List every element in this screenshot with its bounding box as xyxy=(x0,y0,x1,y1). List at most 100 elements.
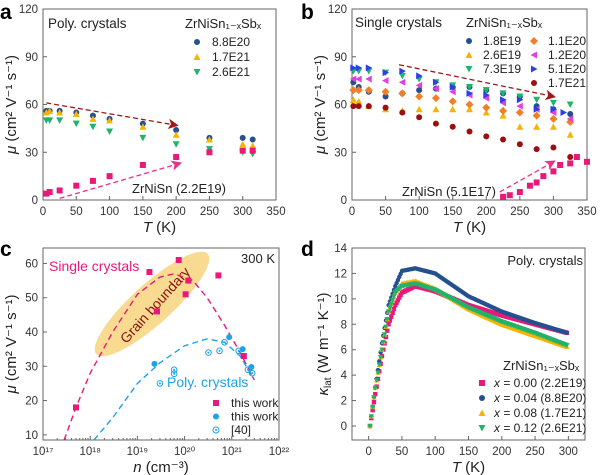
y-tick-label: 0 xyxy=(32,195,38,207)
data-point xyxy=(399,109,406,116)
series-this-work xyxy=(72,257,247,411)
data-point xyxy=(466,89,473,97)
y-axis-subscript: lat xyxy=(323,377,334,388)
data-point xyxy=(500,136,507,143)
data-point xyxy=(540,173,547,180)
x-axis-symbol: T xyxy=(453,219,464,236)
sample-type-label: Poly. crystals xyxy=(507,253,583,268)
x-axis-unit: (K) xyxy=(462,219,486,236)
data-point xyxy=(377,355,384,361)
y-axis-label: μ (cm² V⁻¹ s⁻¹) xyxy=(3,294,20,394)
x-tick-label: 250 xyxy=(510,206,529,218)
data-point xyxy=(249,142,257,149)
legend-marker xyxy=(530,51,537,59)
data-point xyxy=(73,182,80,189)
data-point xyxy=(394,300,399,305)
data-point xyxy=(515,108,524,117)
series-2-6E19 xyxy=(349,96,574,138)
fit-curve-0 xyxy=(63,272,255,441)
legend-value: = 0.08 (1.7E21) xyxy=(500,406,586,420)
data-point xyxy=(72,404,79,411)
legend-label: 7.3E19 xyxy=(483,62,521,76)
data-point xyxy=(381,332,388,338)
data-point xyxy=(449,105,457,113)
data-point xyxy=(205,349,212,356)
data-point xyxy=(432,78,440,86)
data-point xyxy=(549,99,557,107)
data-point xyxy=(532,111,541,120)
data-point xyxy=(448,97,457,106)
legend-marker xyxy=(465,51,473,58)
legend-label: [40] xyxy=(231,423,251,437)
x-tick-label: 300 xyxy=(544,206,563,218)
x-axis-label: T (K) xyxy=(143,219,176,236)
legend-marker xyxy=(478,425,486,432)
data-point xyxy=(533,146,540,153)
data-point xyxy=(549,123,557,130)
data-point xyxy=(156,380,164,387)
legend-label: 2.6E19 xyxy=(483,48,521,62)
data-point xyxy=(373,392,378,397)
data-point xyxy=(516,93,524,101)
data-point xyxy=(516,102,523,110)
data-point xyxy=(516,141,523,148)
legend-marker xyxy=(193,53,201,60)
y-tick-label: 6 xyxy=(341,345,347,357)
legend-label: this work xyxy=(231,410,279,424)
data-point xyxy=(506,192,513,199)
data-point xyxy=(350,64,357,72)
legend-marker xyxy=(478,409,486,416)
single-crystals-label: Single crystals xyxy=(49,258,139,274)
data-point xyxy=(151,360,158,367)
x-tick-label: 300 xyxy=(233,206,252,218)
data-point xyxy=(43,190,50,197)
data-point xyxy=(383,334,389,340)
x-axis-label: n (cm⁻³) xyxy=(133,459,188,475)
data-point xyxy=(382,77,389,85)
data-point xyxy=(139,161,146,168)
x-tick-label: 200 xyxy=(167,206,186,218)
data-point xyxy=(573,154,580,161)
data-point xyxy=(379,347,385,353)
data-point xyxy=(380,339,386,345)
data-point xyxy=(248,363,255,370)
data-point xyxy=(567,154,574,161)
data-point xyxy=(398,78,406,86)
data-point xyxy=(482,94,490,102)
data-point xyxy=(533,123,541,130)
data-point xyxy=(376,362,382,368)
x-axis-symbol: T xyxy=(452,459,463,475)
series-ZrNiSn-5-1E17- xyxy=(500,154,590,200)
data-point xyxy=(153,308,160,315)
data-point-dot xyxy=(237,349,240,352)
y-axis-label: μ (cm² V⁻¹ s⁻¹) xyxy=(3,55,20,155)
series-x-0-12-2-6E21- xyxy=(367,281,570,429)
data-point xyxy=(385,328,390,333)
data-point xyxy=(172,131,180,138)
data-point xyxy=(239,147,246,154)
data-point xyxy=(375,370,381,376)
data-point xyxy=(482,103,491,112)
data-point xyxy=(139,134,147,142)
y-axis-symbol: μ xyxy=(3,385,20,394)
sample-type-label: Poly. crystals xyxy=(48,16,127,31)
x-tick-label: 100 xyxy=(410,206,429,218)
data-point xyxy=(355,103,362,110)
data-point xyxy=(398,72,406,80)
y-tick-label: 120 xyxy=(328,4,347,16)
data-point xyxy=(564,343,570,349)
data-point xyxy=(56,108,64,116)
legend-label: 5.1E20 xyxy=(548,62,586,76)
data-point xyxy=(106,128,114,136)
data-point xyxy=(566,131,574,138)
legend-label: x = 0.04 (8.8E20) xyxy=(493,391,586,405)
chart-c: 10¹⁷ 10¹⁸ 10¹⁹ 10²⁰ 10²¹ 10²² 10 20 30 40 50 60 n (c… xyxy=(3,247,289,475)
chart-b: 0 50 100 150 200 250 300 350 0 30 60 90 120 T (K) μ (c… xyxy=(312,4,597,236)
legend-label: x = 0.08 (1.7E21) xyxy=(493,406,586,420)
data-point xyxy=(557,161,564,168)
data-point-dot xyxy=(173,372,176,375)
legend-value: = 0.04 (8.8E20) xyxy=(500,391,586,405)
data-point xyxy=(89,115,97,122)
legend-marker xyxy=(213,400,219,406)
